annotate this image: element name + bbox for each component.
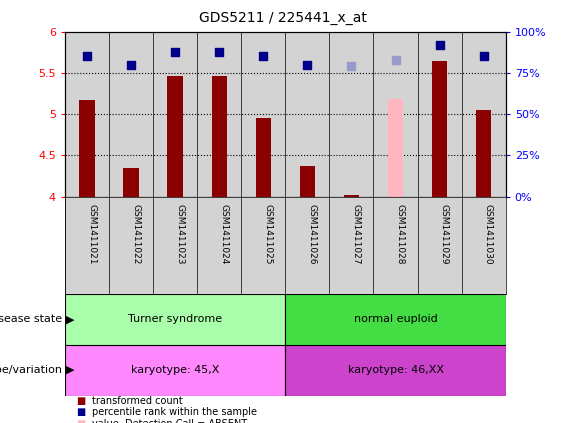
Point [347, 63, 356, 70]
Text: ■: ■ [76, 407, 85, 418]
Bar [79, 100, 95, 197]
Text: ■: ■ [76, 396, 85, 406]
Text: genotype/variation: genotype/variation [0, 365, 62, 375]
Bar [344, 195, 359, 197]
Text: GSM1411024: GSM1411024 [219, 204, 228, 265]
Text: karyotype: 46,XX: karyotype: 46,XX [347, 365, 444, 375]
Bar [123, 168, 139, 197]
Bar [211, 76, 227, 197]
Text: GSM1411025: GSM1411025 [263, 204, 272, 265]
Text: GSM1411027: GSM1411027 [351, 204, 360, 265]
Text: GSM1411023: GSM1411023 [175, 204, 184, 265]
Bar [167, 76, 183, 197]
Text: ■: ■ [76, 419, 85, 423]
Bar [299, 166, 315, 197]
Bar [476, 110, 492, 197]
Text: GSM1411029: GSM1411029 [440, 204, 449, 265]
Point [82, 53, 92, 60]
Text: GDS5211 / 225441_x_at: GDS5211 / 225441_x_at [198, 11, 367, 25]
Bar [432, 60, 447, 197]
Point [391, 56, 400, 63]
Bar [255, 118, 271, 197]
Text: transformed count: transformed count [92, 396, 183, 406]
Text: ▶: ▶ [66, 314, 75, 324]
Bar [65, 345, 285, 396]
Text: GSM1411026: GSM1411026 [307, 204, 316, 265]
Point [171, 48, 180, 55]
Bar [65, 294, 285, 345]
Text: normal euploid: normal euploid [354, 314, 437, 324]
Text: Turner syndrome: Turner syndrome [128, 314, 222, 324]
Text: value, Detection Call = ABSENT: value, Detection Call = ABSENT [92, 419, 247, 423]
Bar [388, 99, 403, 197]
Text: GSM1411028: GSM1411028 [396, 204, 405, 265]
Bar [285, 345, 506, 396]
Point [303, 61, 312, 68]
Text: ▶: ▶ [66, 365, 75, 375]
Text: GSM1411021: GSM1411021 [87, 204, 96, 265]
Point [259, 53, 268, 60]
Text: percentile rank within the sample: percentile rank within the sample [92, 407, 257, 418]
Bar [285, 294, 506, 345]
Text: karyotype: 45,X: karyotype: 45,X [131, 365, 219, 375]
Point [127, 61, 136, 68]
Text: disease state: disease state [0, 314, 62, 324]
Point [479, 53, 488, 60]
Point [435, 41, 444, 48]
Text: GSM1411030: GSM1411030 [484, 204, 493, 265]
Text: GSM1411022: GSM1411022 [131, 204, 140, 265]
Point [215, 48, 224, 55]
